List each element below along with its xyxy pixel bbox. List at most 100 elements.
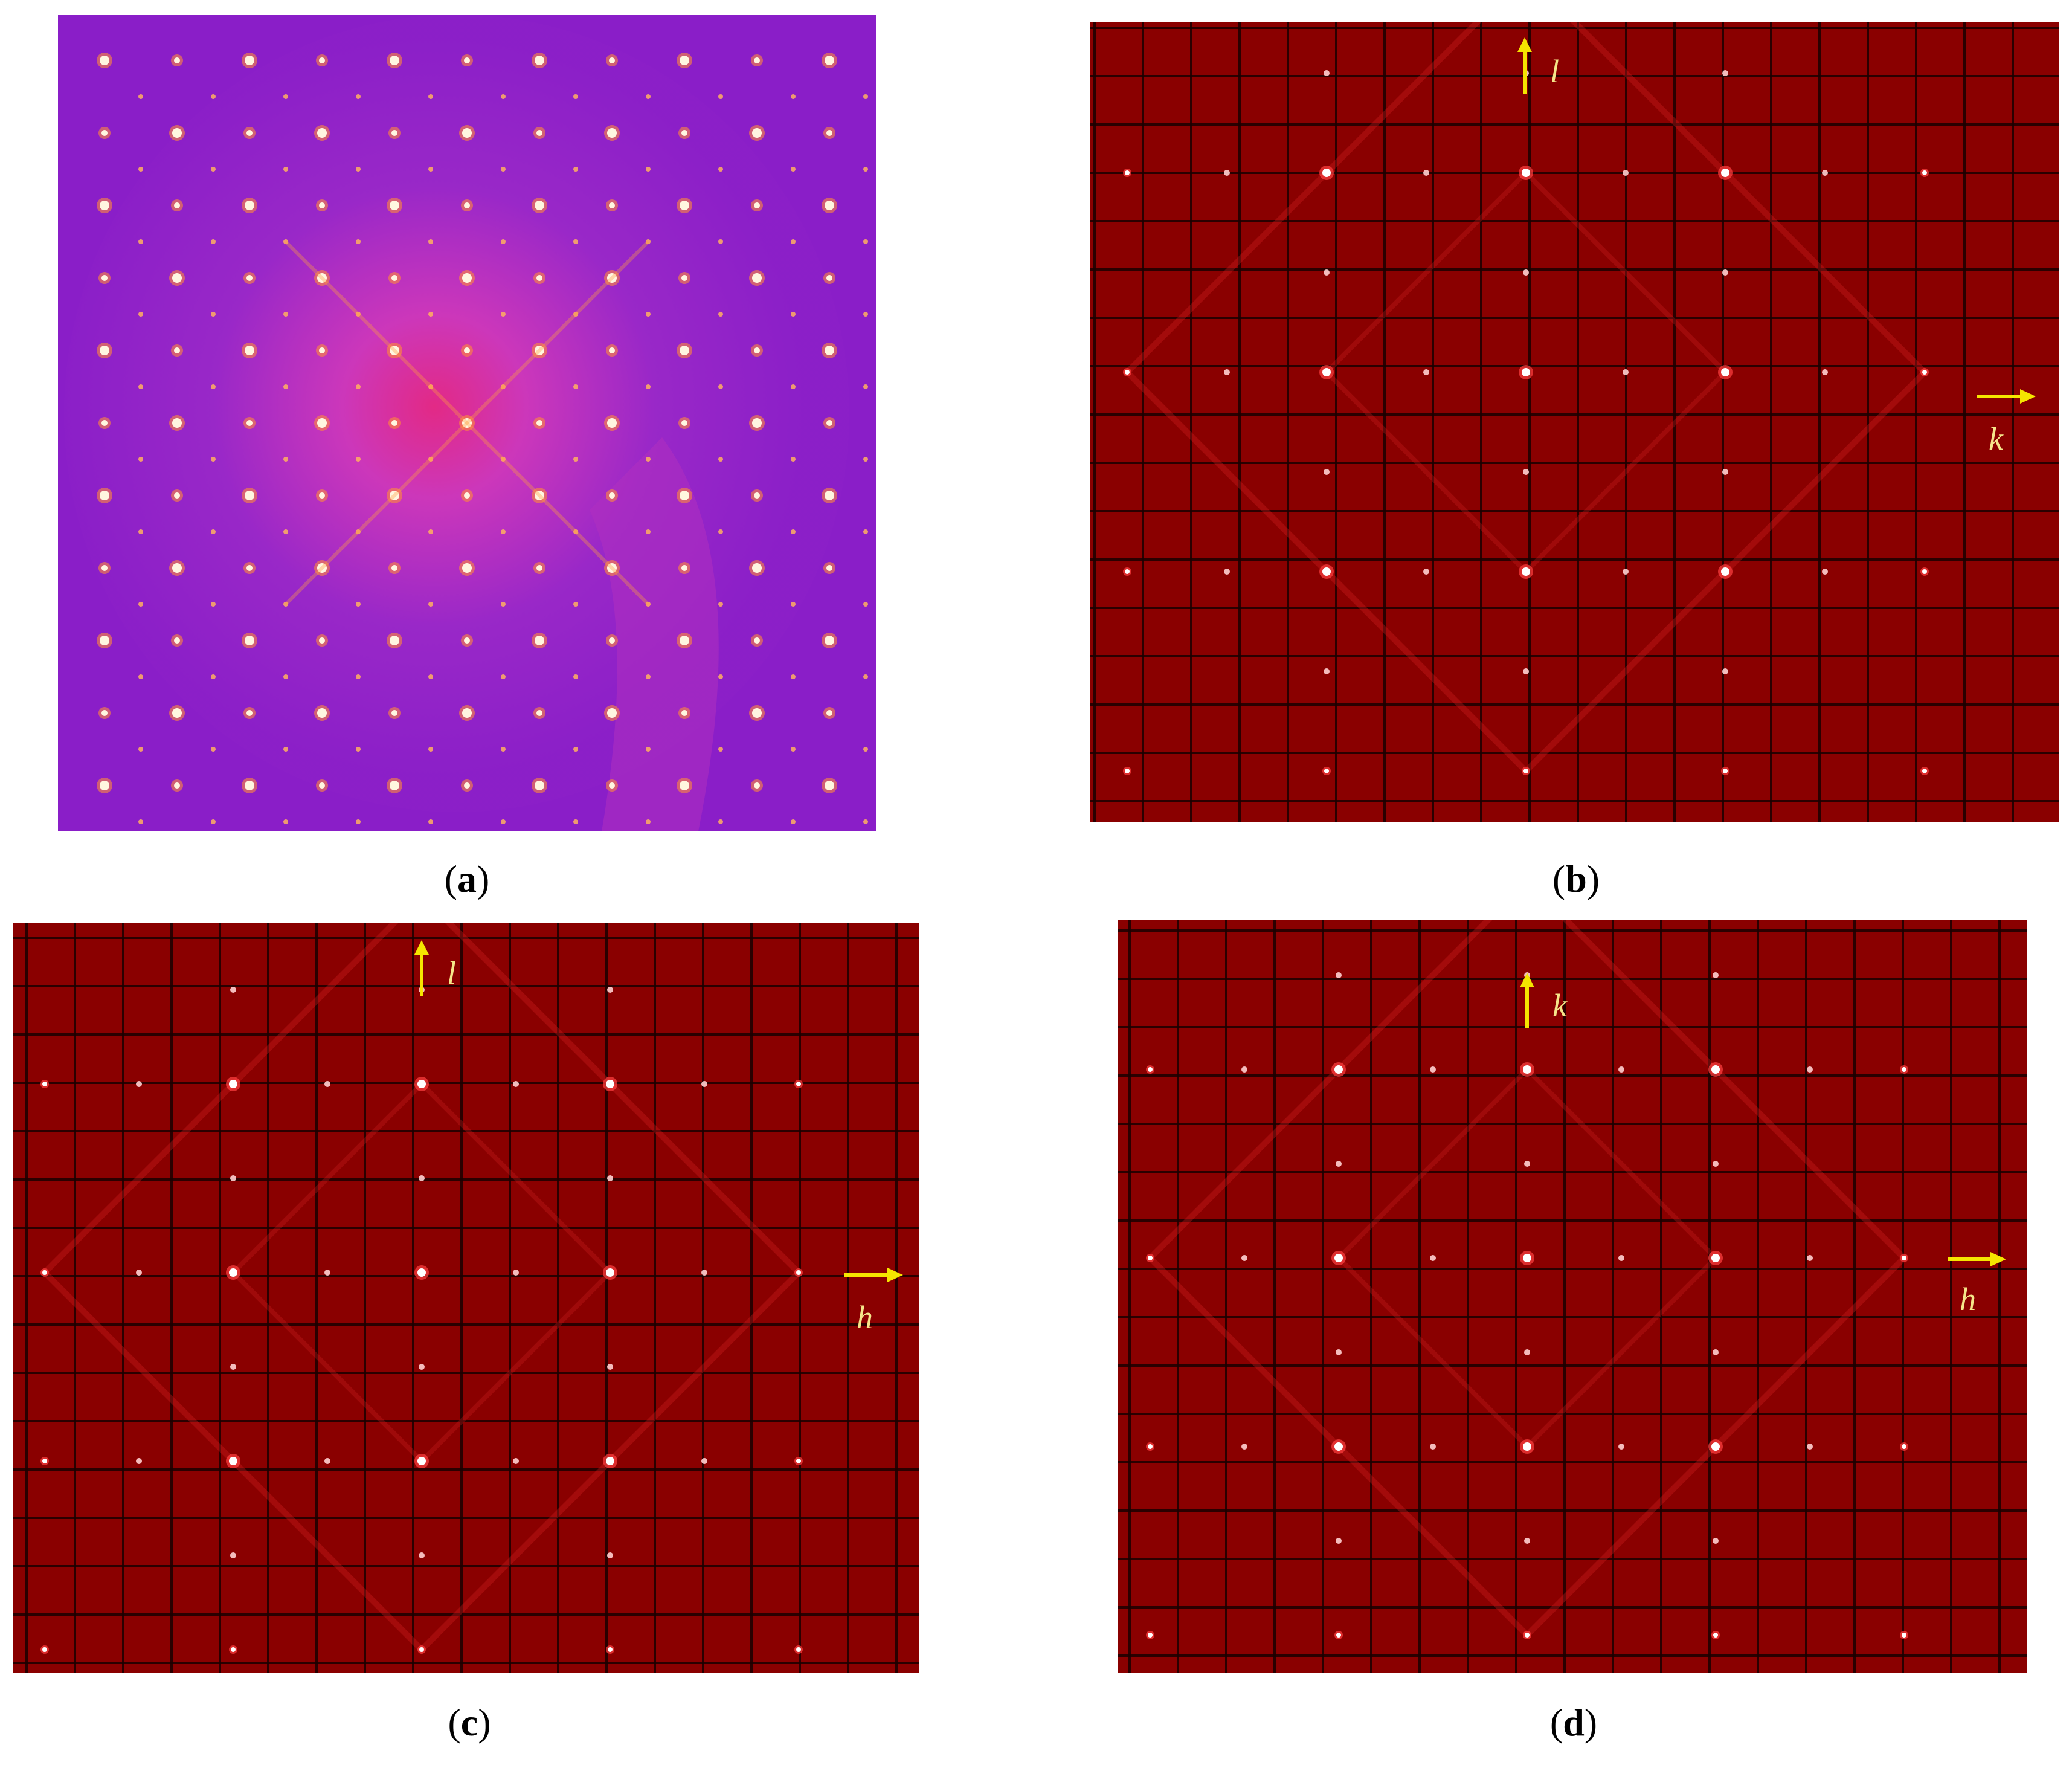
weak-peak <box>283 239 288 244</box>
bragg-peak <box>317 708 327 718</box>
axis-arrow-right-c <box>844 1268 903 1282</box>
weak-peak <box>501 94 506 99</box>
weak-peak <box>863 602 868 607</box>
weak-peak <box>211 529 216 534</box>
weak-peak <box>283 674 288 679</box>
weak-peak <box>501 819 506 824</box>
axis-label-up-b: l <box>1550 53 1559 89</box>
diffraction-image-a <box>58 15 876 831</box>
superlattice-peak <box>324 1270 330 1276</box>
bragg-peak <box>1902 1633 1906 1638</box>
weak-peak <box>863 529 868 534</box>
weak-peak <box>573 94 578 99</box>
bragg-peak <box>1902 1256 1906 1260</box>
bragg-peak <box>419 1647 424 1652</box>
caption-c-letter: c <box>460 1701 478 1744</box>
bragg-peak <box>1922 170 1927 175</box>
weak-peak <box>718 457 723 462</box>
bragg-peak <box>319 57 325 63</box>
bragg-peak <box>100 201 109 210</box>
bragg-peak <box>536 275 542 281</box>
bragg-peak <box>390 491 399 500</box>
weak-peak <box>211 94 216 99</box>
bragg-peak <box>1322 368 1331 376</box>
weak-peak <box>211 312 216 317</box>
bragg-peak <box>535 56 544 65</box>
superlattice-peak <box>1430 1066 1436 1073</box>
bragg-peak <box>681 130 687 136</box>
bragg-peak <box>607 273 617 283</box>
caption-b: (b) <box>1552 857 1600 900</box>
bragg-peak <box>390 636 399 645</box>
bragg-peak <box>608 1647 613 1652</box>
superlattice-peak <box>607 1175 613 1181</box>
bragg-peak <box>462 418 472 428</box>
bragg-peak <box>826 275 832 281</box>
bragg-peak <box>825 346 834 355</box>
weak-peak <box>791 674 796 679</box>
superlattice-peak <box>701 1458 707 1464</box>
axis-arrow-right-b <box>1977 389 2036 404</box>
bragg-peak <box>825 636 834 645</box>
bragg-peak <box>390 781 399 790</box>
superlattice-peak <box>1336 972 1342 978</box>
bragg-peak <box>826 565 832 571</box>
bragg-peak <box>172 418 182 428</box>
superlattice-peak <box>1336 1161 1342 1167</box>
reciprocal-map-b: l k <box>1090 22 2059 822</box>
bragg-peak <box>42 1459 47 1463</box>
bragg-peak <box>1922 769 1927 773</box>
bragg-peak <box>1523 1065 1531 1074</box>
bragg-peak <box>229 1268 237 1277</box>
weak-peak <box>283 94 288 99</box>
bragg-peak <box>391 275 397 281</box>
axis-label-right-d: h <box>1960 1281 1976 1317</box>
bragg-peak <box>1711 1442 1720 1451</box>
weak-peak <box>428 94 433 99</box>
bragg-peak <box>390 346 399 355</box>
superlattice-peak <box>1324 469 1330 475</box>
superlattice-peak <box>1241 1255 1247 1261</box>
bragg-peak <box>1125 769 1130 773</box>
bragg-peak <box>245 56 254 65</box>
streak <box>284 240 650 606</box>
bragg-peak <box>826 130 832 136</box>
weak-peak <box>501 384 506 389</box>
superlattice-peak <box>136 1270 142 1276</box>
axis-arrow-up-c <box>414 940 429 996</box>
superlattice-peak <box>1618 1255 1624 1261</box>
superlattice-peak <box>1623 170 1629 176</box>
bragg-peak <box>246 565 253 571</box>
weak-peak <box>356 167 361 172</box>
bragg-peak <box>1148 1256 1153 1260</box>
bragg-peak <box>536 420 542 426</box>
weak-peak <box>211 602 216 607</box>
bragg-peak <box>536 710 542 716</box>
weak-peak <box>283 312 288 317</box>
bragg-peak <box>464 782 470 789</box>
superlattice-peak <box>1241 1066 1247 1073</box>
bragg-peak <box>1723 769 1728 773</box>
weak-peak <box>356 239 361 244</box>
bragg-peak <box>319 782 325 789</box>
weak-peak <box>138 674 143 679</box>
superlattice-peak <box>136 1081 142 1087</box>
bragg-peak <box>1336 1633 1341 1638</box>
bragg-peak <box>245 346 254 355</box>
weak-peak <box>501 529 506 534</box>
bragg-peak <box>1902 1444 1906 1449</box>
axis-arrow-up-b <box>1517 37 1532 94</box>
weak-peak <box>428 602 433 607</box>
bragg-peak <box>100 56 109 65</box>
weak-peak <box>791 457 796 462</box>
superlattice-peak <box>1324 269 1330 276</box>
weak-peak <box>428 819 433 824</box>
superlattice-peak <box>1722 668 1728 674</box>
superlattice-peak <box>1618 1066 1624 1073</box>
bragg-peak <box>172 128 182 138</box>
weak-peak <box>863 94 868 99</box>
weak-peak <box>791 819 796 824</box>
weak-peak <box>573 602 578 607</box>
bragg-peak <box>606 1457 614 1465</box>
superlattice-peak <box>513 1270 519 1276</box>
